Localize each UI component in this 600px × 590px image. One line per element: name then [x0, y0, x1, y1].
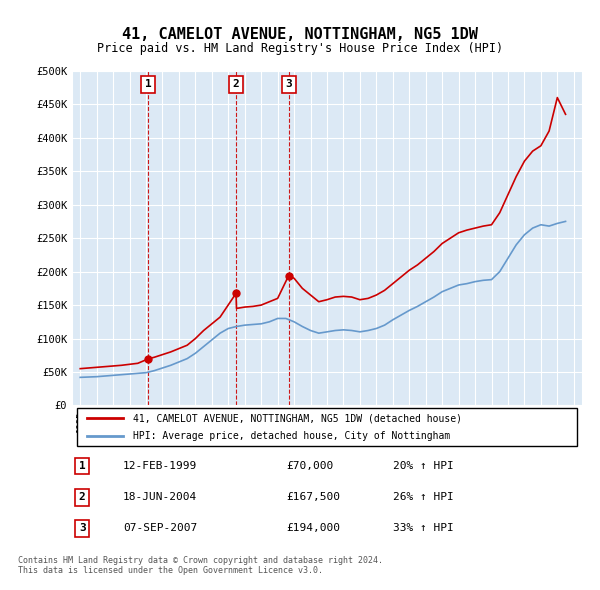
- Text: £70,000: £70,000: [286, 461, 334, 471]
- Text: 41, CAMELOT AVENUE, NOTTINGHAM, NG5 1DW: 41, CAMELOT AVENUE, NOTTINGHAM, NG5 1DW: [122, 27, 478, 41]
- Text: 3: 3: [79, 523, 86, 533]
- Text: 26% ↑ HPI: 26% ↑ HPI: [394, 492, 454, 502]
- Text: 18-JUN-2004: 18-JUN-2004: [123, 492, 197, 502]
- Text: 1: 1: [145, 79, 151, 89]
- Text: 1: 1: [79, 461, 86, 471]
- Text: £167,500: £167,500: [286, 492, 340, 502]
- Text: 3: 3: [286, 79, 292, 89]
- Text: Contains HM Land Registry data © Crown copyright and database right 2024.
This d: Contains HM Land Registry data © Crown c…: [18, 556, 383, 575]
- Text: HPI: Average price, detached house, City of Nottingham: HPI: Average price, detached house, City…: [133, 431, 451, 441]
- Text: 41, CAMELOT AVENUE, NOTTINGHAM, NG5 1DW (detached house): 41, CAMELOT AVENUE, NOTTINGHAM, NG5 1DW …: [133, 414, 462, 424]
- Text: 12-FEB-1999: 12-FEB-1999: [123, 461, 197, 471]
- Text: 2: 2: [79, 492, 86, 502]
- Text: 2: 2: [233, 79, 239, 89]
- Text: Price paid vs. HM Land Registry's House Price Index (HPI): Price paid vs. HM Land Registry's House …: [97, 42, 503, 55]
- Text: 20% ↑ HPI: 20% ↑ HPI: [394, 461, 454, 471]
- FancyBboxPatch shape: [77, 408, 577, 447]
- Text: £194,000: £194,000: [286, 523, 340, 533]
- Text: 07-SEP-2007: 07-SEP-2007: [123, 523, 197, 533]
- Text: 33% ↑ HPI: 33% ↑ HPI: [394, 523, 454, 533]
